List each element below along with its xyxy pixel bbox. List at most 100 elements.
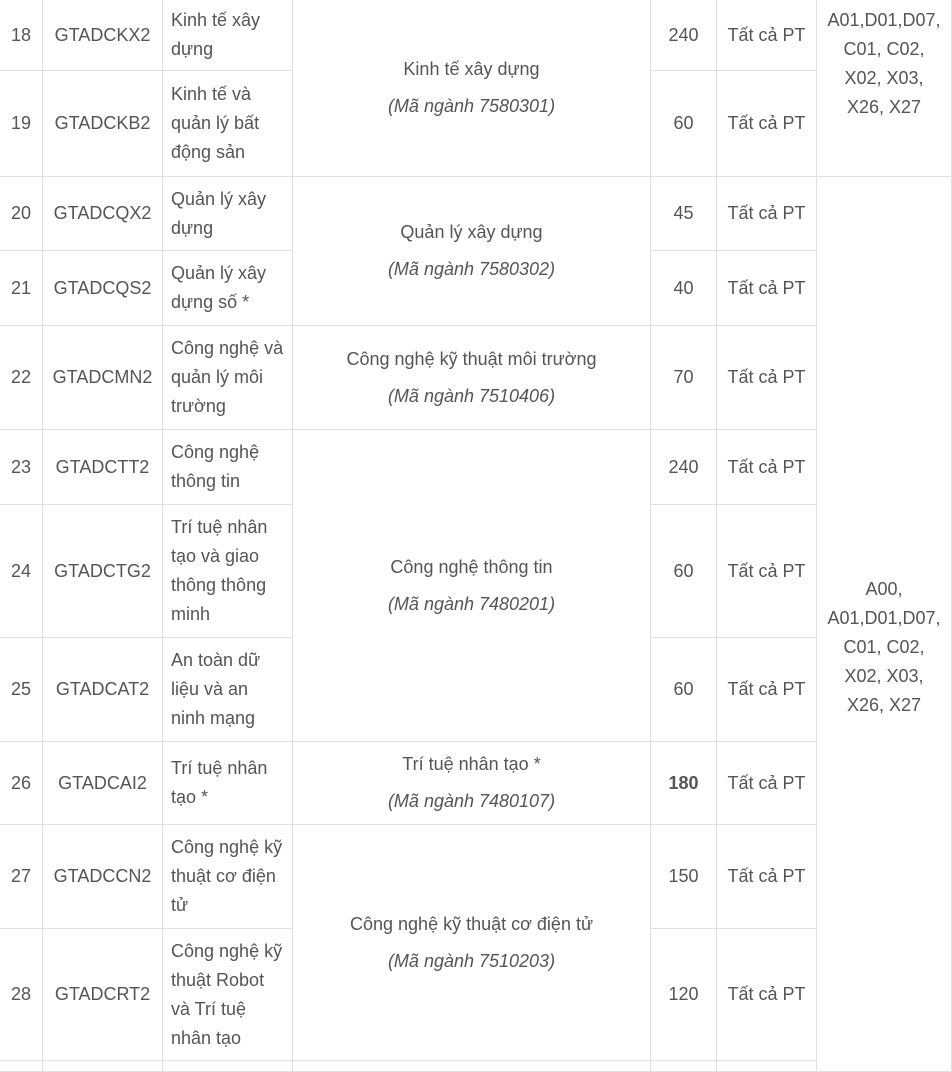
method-cell: Tất cả PT	[717, 430, 817, 505]
method: Tất cả PT	[727, 203, 806, 223]
program-name: Trí tuệ nhân tạo *	[171, 758, 268, 807]
major-cell: Công nghệ thông tin (Mã ngành 7480201)	[293, 430, 651, 742]
stt-cell: 20	[0, 177, 43, 251]
major-cell: Công nghệ kỹ thuật môi trường (Mã ngành 7…	[293, 326, 651, 430]
stt-cell: 19	[0, 71, 43, 177]
stt: 23	[10, 456, 32, 477]
name-cell: Công nghệ kỹ thuật cơ điện tử	[163, 825, 293, 929]
program-name: Quản lý xây dựng số *	[171, 263, 267, 312]
method: Tất cả PT	[727, 24, 806, 45]
name-cell: Trí tuệ nhân tạo *	[163, 742, 293, 825]
code-cell: GTADCKX2	[43, 0, 163, 71]
program-name: Kinh tế xây dựng	[171, 10, 261, 59]
method: Tất cả PT	[727, 560, 806, 581]
stt: 21	[10, 277, 32, 298]
code: GTADCTT2	[55, 456, 150, 477]
method: Tất cả PT	[727, 772, 806, 793]
method-cell: Tất cả PT	[717, 929, 817, 1061]
combo-line: A01,D01,D07,	[827, 10, 941, 30]
major-code: (Mã ngành 7510203)	[387, 950, 556, 971]
name-cell: An toàn dữ liệu và an ninh mạng	[163, 638, 293, 742]
combo-line: X26, X27	[846, 695, 922, 715]
quota: 180	[668, 772, 699, 793]
stt: 20	[10, 203, 32, 223]
major-cell: Quản lý xây dựng (Mã ngành 7580302)	[293, 177, 651, 326]
quota-cell: 60	[651, 638, 717, 742]
code: GTADCKB2	[54, 113, 151, 133]
method-cell: Tất cả PT	[717, 251, 817, 326]
quota: 240	[668, 24, 699, 45]
code-cell: GTADCTG2	[43, 505, 163, 638]
name-cell: Công nghệ thông tin	[163, 430, 293, 505]
combo-line: X26, X27	[846, 97, 922, 117]
code: GTADCCN2	[53, 866, 152, 886]
major-cell: Trí tuệ nhân tạo * (Mã ngành 7480107)	[293, 742, 651, 825]
code-cell: GTADCQX2	[43, 177, 163, 251]
empty-cell	[717, 1061, 817, 1072]
code: GTADCRT2	[54, 984, 151, 1004]
method-cell: Tất cả PT	[717, 177, 817, 251]
quota-cell: 45	[651, 177, 717, 251]
name-cell: Kinh tế xây dựng	[163, 0, 293, 71]
combo-cell: A00, A01,D01,D07, C01, C02, X02, X03, X26, X…	[817, 177, 952, 1072]
major-code: (Mã ngành 7510406)	[387, 385, 556, 406]
program-name: Công nghệ kỹ thuật cơ điện tử	[171, 837, 283, 915]
stt: 18	[10, 24, 32, 45]
major-name: Công nghệ kỹ thuật môi trường	[346, 348, 597, 369]
method: Tất cả PT	[727, 456, 806, 477]
code-cell: GTADCRT2	[43, 929, 163, 1061]
code: GTADCTG2	[54, 560, 151, 581]
code: GTADCQX2	[53, 203, 152, 223]
combo-line: A00,	[865, 579, 903, 599]
stt: 27	[10, 866, 32, 886]
name-cell: Công nghệ và quản lý môi trường	[163, 326, 293, 430]
name-cell: Công nghệ kỹ thuật Robot và Trí tuệ nhân…	[163, 929, 293, 1061]
empty-cell	[43, 1061, 163, 1072]
method-cell: Tất cả PT	[717, 0, 817, 71]
code-cell: GTADCTT2	[43, 430, 163, 505]
code-cell: GTADCAI2	[43, 742, 163, 825]
quota: 40	[673, 277, 694, 298]
stt-cell: 25	[0, 638, 43, 742]
code-cell: GTADCMN2	[43, 326, 163, 430]
combo-line: A01,D01,D07,	[827, 608, 941, 628]
program-name: Công nghệ thông tin	[171, 442, 260, 491]
quota-cell: 240	[651, 0, 717, 71]
name-cell: Trí tuệ nhân tạo và giao thông thông min…	[163, 505, 293, 638]
quota-cell: 40	[651, 251, 717, 326]
quota: 150	[668, 866, 699, 886]
code: GTADCKX2	[54, 24, 151, 45]
empty-cell	[0, 1061, 43, 1072]
stt: 28	[10, 984, 32, 1004]
stt-cell: 18	[0, 0, 43, 71]
major-name: Công nghệ kỹ thuật cơ điện tử	[350, 913, 593, 934]
empty-cell	[163, 1061, 293, 1072]
method-cell: Tất cả PT	[717, 638, 817, 742]
code: GTADCQS2	[53, 277, 152, 298]
name-cell: Quản lý xây dựng	[163, 177, 293, 251]
code-cell: GTADCKB2	[43, 71, 163, 177]
stt: 24	[10, 560, 32, 581]
major-cell: Công nghệ kỹ thuật cơ điện tử (Mã ngành 7…	[293, 825, 651, 1061]
quota: 240	[668, 456, 699, 477]
empty-cell	[293, 1061, 651, 1072]
name-cell: Quản lý xây dựng số *	[163, 251, 293, 326]
quota: 120	[668, 984, 699, 1004]
code-cell: GTADCQS2	[43, 251, 163, 326]
method-cell: Tất cả PT	[717, 742, 817, 825]
method-cell: Tất cả PT	[717, 326, 817, 430]
name-cell: Kinh tế và quản lý bất động sản	[163, 71, 293, 177]
quota: 45	[673, 203, 694, 223]
empty-cell	[651, 1061, 717, 1072]
quota-cell: 180	[651, 742, 717, 825]
stt-cell: 27	[0, 825, 43, 929]
combo-line: C01, C02,	[843, 39, 925, 59]
method: Tất cả PT	[727, 679, 806, 699]
stt-cell: 28	[0, 929, 43, 1061]
method-cell: Tất cả PT	[717, 71, 817, 177]
major-cell: Kinh tế xây dựng (Mã ngành 7580301)	[293, 0, 651, 177]
code: GTADCAT2	[55, 679, 150, 699]
major-code: (Mã ngành 7580302)	[387, 259, 556, 279]
program-name: Quản lý xây dựng	[171, 188, 267, 238]
